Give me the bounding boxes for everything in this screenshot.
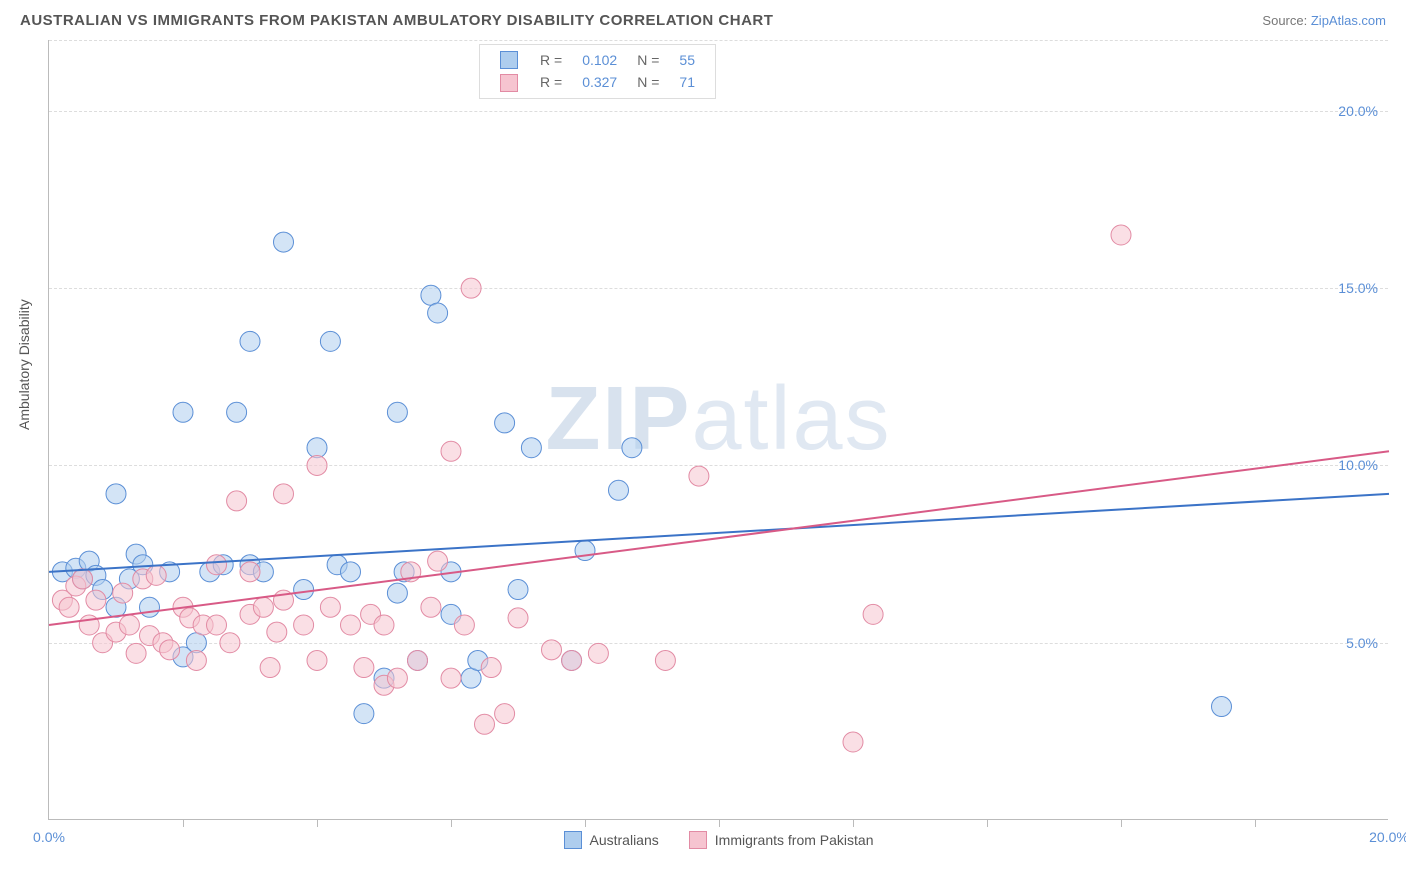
data-point: [521, 438, 541, 458]
trend-line: [49, 451, 1389, 625]
data-point: [1212, 697, 1232, 717]
data-point: [140, 597, 160, 617]
data-point: [186, 633, 206, 653]
x-tick-label: 0.0%: [33, 829, 65, 845]
x-tick: [451, 819, 452, 827]
data-point: [622, 438, 642, 458]
source-label: Source: ZipAtlas.com: [1262, 13, 1386, 28]
data-point: [609, 480, 629, 500]
data-point: [387, 402, 407, 422]
data-point: [387, 668, 407, 688]
data-point: [428, 551, 448, 571]
data-point: [454, 615, 474, 635]
legend-stats-row: R =0.327 N =71: [490, 71, 705, 93]
data-point: [843, 732, 863, 752]
data-point: [341, 615, 361, 635]
data-point: [307, 438, 327, 458]
legend-stats-row: R =0.102 N =55: [490, 49, 705, 71]
y-axis-label: Ambulatory Disability: [16, 299, 32, 430]
data-point: [307, 455, 327, 475]
data-point: [73, 569, 93, 589]
data-point: [689, 466, 709, 486]
data-point: [542, 640, 562, 660]
data-point: [253, 597, 273, 617]
data-point: [307, 650, 327, 670]
data-point: [387, 583, 407, 603]
x-tick: [719, 819, 720, 827]
data-point: [126, 643, 146, 663]
data-point: [113, 583, 133, 603]
data-point: [575, 541, 595, 561]
x-tick: [585, 819, 586, 827]
legend-stats: R =0.102 N =55 R =0.327 N =71: [479, 44, 716, 99]
data-point: [320, 331, 340, 351]
data-point: [267, 622, 287, 642]
x-tick: [1255, 819, 1256, 827]
source-link[interactable]: ZipAtlas.com: [1311, 13, 1386, 28]
data-point: [227, 491, 247, 511]
legend-bottom: Australians Immigrants from Pakistan: [49, 831, 1388, 849]
chart-area: ZIPatlas R =0.102 N =55 R =0.327 N =71 A…: [48, 40, 1388, 820]
data-point: [475, 714, 495, 734]
legend-item: Australians: [564, 831, 659, 849]
data-point: [274, 232, 294, 252]
data-point: [160, 640, 180, 660]
data-point: [461, 668, 481, 688]
legend-item: Immigrants from Pakistan: [689, 831, 874, 849]
data-point: [240, 331, 260, 351]
data-point: [1111, 225, 1131, 245]
x-tick-label: 20.0%: [1369, 829, 1406, 845]
data-point: [207, 615, 227, 635]
x-tick: [317, 819, 318, 827]
x-tick: [1121, 819, 1122, 827]
data-point: [588, 643, 608, 663]
data-point: [461, 278, 481, 298]
data-point: [341, 562, 361, 582]
data-point: [354, 658, 374, 678]
data-point: [562, 650, 582, 670]
data-point: [119, 615, 139, 635]
data-point: [408, 650, 428, 670]
x-tick: [987, 819, 988, 827]
data-point: [186, 650, 206, 670]
data-point: [495, 704, 515, 724]
data-point: [421, 597, 441, 617]
data-point: [146, 565, 166, 585]
data-point: [227, 402, 247, 422]
data-point: [374, 615, 394, 635]
scatter-plot: [49, 40, 1388, 819]
data-point: [173, 402, 193, 422]
data-point: [294, 615, 314, 635]
data-point: [220, 633, 240, 653]
data-point: [207, 555, 227, 575]
data-point: [421, 285, 441, 305]
data-point: [441, 441, 461, 461]
data-point: [274, 484, 294, 504]
data-point: [508, 608, 528, 628]
swatch-blue-icon: [564, 831, 582, 849]
swatch-pink-icon: [500, 74, 518, 92]
data-point: [481, 658, 501, 678]
data-point: [655, 650, 675, 670]
data-point: [441, 668, 461, 688]
data-point: [294, 580, 314, 600]
data-point: [354, 704, 374, 724]
data-point: [495, 413, 515, 433]
data-point: [240, 562, 260, 582]
data-point: [86, 590, 106, 610]
swatch-pink-icon: [689, 831, 707, 849]
data-point: [863, 604, 883, 624]
data-point: [260, 658, 280, 678]
swatch-blue-icon: [500, 51, 518, 69]
data-point: [320, 597, 340, 617]
x-tick: [853, 819, 854, 827]
data-point: [106, 484, 126, 504]
data-point: [428, 303, 448, 323]
data-point: [59, 597, 79, 617]
data-point: [508, 580, 528, 600]
trend-line: [49, 494, 1389, 572]
chart-title: AUSTRALIAN VS IMMIGRANTS FROM PAKISTAN A…: [20, 12, 773, 29]
header: AUSTRALIAN VS IMMIGRANTS FROM PAKISTAN A…: [0, 0, 1406, 36]
x-tick: [183, 819, 184, 827]
